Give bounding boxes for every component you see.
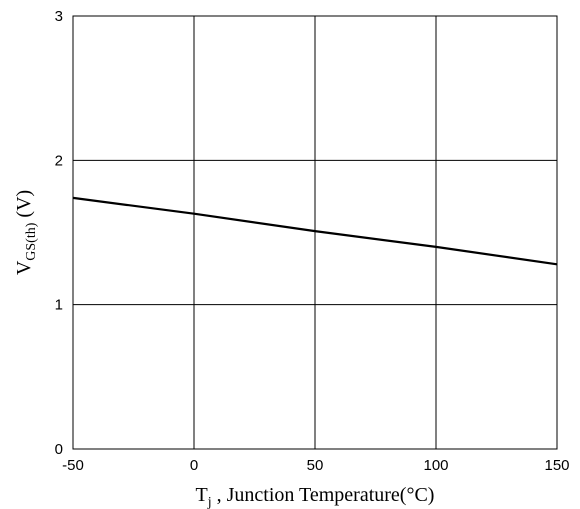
- y-tick-labels: 0 1 2 3: [55, 8, 63, 458]
- y-tick-label: 0: [55, 441, 63, 458]
- y-axis-title: VGS(th) (V): [13, 190, 39, 275]
- x-tick-label: -50: [62, 457, 84, 474]
- y-tick-label: 2: [55, 152, 63, 169]
- x-axis-title-text: , Junction Temperature(°C): [212, 484, 435, 506]
- x-axis-title-subscript: j: [207, 495, 212, 509]
- y-tick-label: 3: [55, 8, 63, 25]
- y-axis-title-symbol: V: [13, 260, 35, 275]
- y-axis-title-unit: (V): [13, 190, 35, 223]
- x-tick-label: 150: [544, 457, 569, 474]
- grid-lines: [72, 15, 558, 450]
- y-tick-label: 1: [55, 297, 63, 314]
- x-tick-label: 0: [190, 457, 198, 474]
- x-axis-title-symbol: T: [196, 484, 208, 506]
- x-axis-title: Tj , Junction Temperature(°C): [196, 484, 435, 509]
- y-axis-title-subscript: GS(th): [24, 222, 39, 260]
- plot-frame: [72, 15, 558, 450]
- series-line-0: [72, 196, 558, 266]
- x-tick-label: 50: [307, 457, 324, 474]
- x-tick-label: 100: [423, 457, 448, 474]
- series-layer: [72, 196, 558, 266]
- x-tick-labels: -50 0 50 100 150: [62, 457, 569, 474]
